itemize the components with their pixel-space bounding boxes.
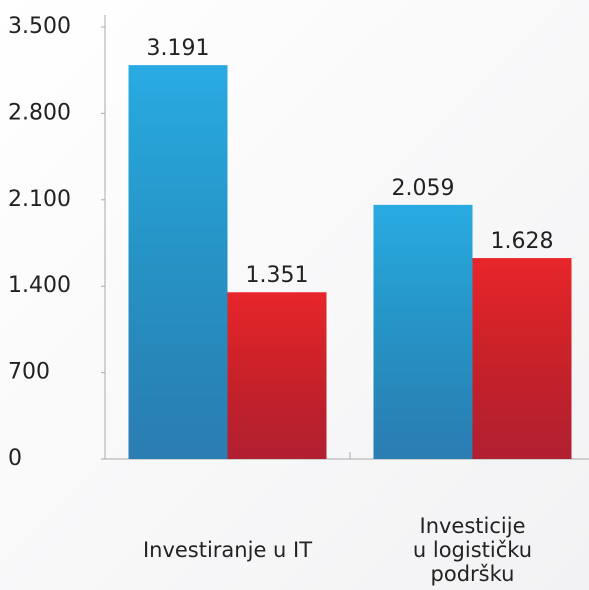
y-tick-label: 3.500 xyxy=(8,14,71,39)
y-tick-label: 2.800 xyxy=(8,100,71,125)
y-tick-label: 1.400 xyxy=(8,273,71,298)
x-tick-label: Investiranje u IT xyxy=(142,538,313,562)
y-tick-label: 700 xyxy=(8,360,50,385)
bar-shade xyxy=(472,258,572,459)
y-tick-label: 0 xyxy=(8,446,22,471)
bar-shade xyxy=(227,292,327,459)
value-label: 1.628 xyxy=(491,229,554,254)
value-label: 2.059 xyxy=(392,176,455,201)
bar-shade xyxy=(373,204,473,459)
value-label: 3.191 xyxy=(147,36,210,61)
x-tick-label: Investicije u logističku podršku xyxy=(412,514,533,586)
value-label: 1.351 xyxy=(246,263,309,288)
bar-shade xyxy=(128,65,228,459)
y-tick-label: 2.100 xyxy=(8,187,71,212)
